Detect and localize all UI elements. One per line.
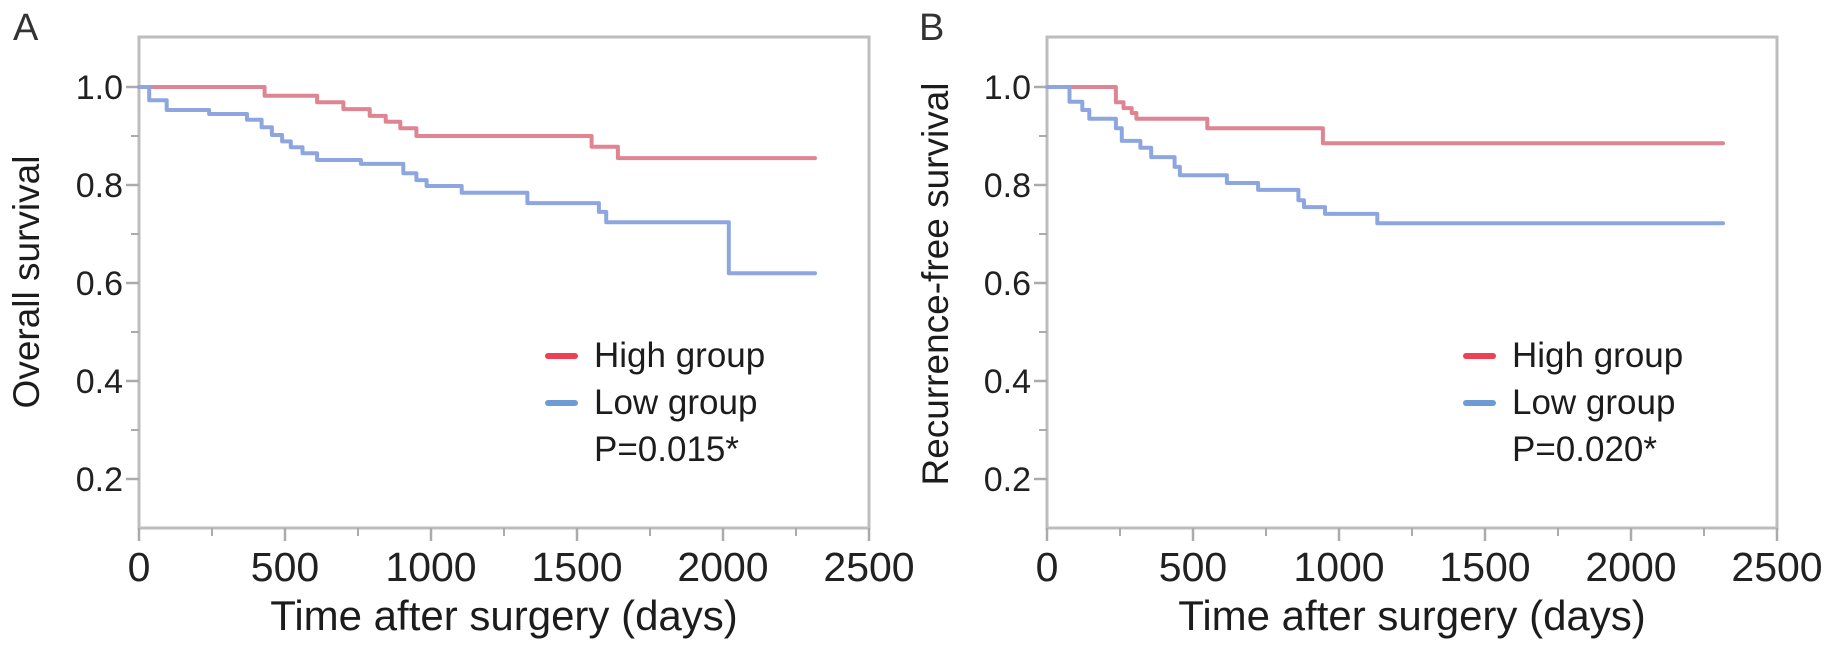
y-axis-tick-label: 1.0 [984, 69, 1031, 107]
panel-b-letter: B [919, 7, 945, 49]
y-axis-tick-label: 0.2 [984, 461, 1031, 499]
legend-label-high-group: High group [1512, 335, 1684, 375]
y-axis-tick-label: 0.2 [76, 461, 123, 499]
x-axis-tick-label: 2000 [677, 544, 768, 590]
x-axis-tick-label: 2500 [1731, 544, 1822, 590]
legend-item-low-group: Low group [545, 379, 765, 426]
x-axis-tick-label: 500 [251, 544, 319, 590]
x-axis-tick-label: 500 [1159, 544, 1227, 590]
y-axis-tick-label: 0.4 [984, 363, 1031, 401]
y-axis-tick-label: 0.8 [984, 167, 1031, 205]
legend-label-low-group: Low group [1512, 382, 1676, 422]
legend-item-high-group: High group [545, 332, 765, 379]
panel-b-x-axis-label: Time after surgery (days) [1178, 592, 1646, 639]
panel-a-letter: A [13, 7, 39, 49]
legend-item-high-group: High group [1463, 332, 1683, 379]
legend-label-high-group: High group [594, 335, 766, 375]
x-axis-tick-label: 1500 [1439, 544, 1530, 590]
high-group-swatch [545, 352, 578, 359]
x-axis-tick-label: 1000 [385, 544, 476, 590]
high-group-curve [137, 85, 817, 161]
legend-item-low-group: Low group [1463, 379, 1683, 426]
panel-b-legend: High group Low group P=0.020* [1463, 332, 1683, 473]
x-axis-tick-label: 1500 [531, 544, 622, 590]
low-group-swatch [545, 399, 578, 406]
y-axis-tick-label: 0.8 [76, 167, 123, 205]
y-axis-tick-label: 0.6 [984, 265, 1031, 303]
x-axis-tick-label: 2000 [1585, 544, 1676, 590]
x-axis-tick-label: 2500 [823, 544, 914, 590]
legend-label-low-group: Low group [594, 382, 758, 422]
x-axis-tick-label: 0 [128, 544, 151, 590]
high-group-curve [1045, 85, 1725, 146]
panel-a-y-axis-label: Overall survival [6, 155, 47, 409]
p-value-row: P=0.015* [545, 426, 765, 473]
p-value-row: P=0.020* [1463, 426, 1683, 473]
low-group-curve [1045, 85, 1725, 226]
panel-a-x-axis-label: Time after surgery (days) [270, 592, 738, 639]
panel-a-legend: High group Low group P=0.015* [545, 332, 765, 473]
y-axis-tick-label: 0.6 [76, 265, 123, 303]
low-group-swatch [1463, 399, 1496, 406]
p-value-text: P=0.020* [1512, 429, 1657, 469]
y-axis-tick-label: 1.0 [76, 69, 123, 107]
p-value-text: P=0.015* [594, 429, 739, 469]
low-group-curve [137, 85, 817, 276]
high-group-swatch [1463, 352, 1496, 359]
x-axis-tick-label: 1000 [1293, 544, 1384, 590]
panel-b-y-axis-label: Recurrence-free survival [915, 82, 956, 486]
x-axis-tick-label: 0 [1036, 544, 1059, 590]
y-axis-tick-label: 0.4 [76, 363, 123, 401]
